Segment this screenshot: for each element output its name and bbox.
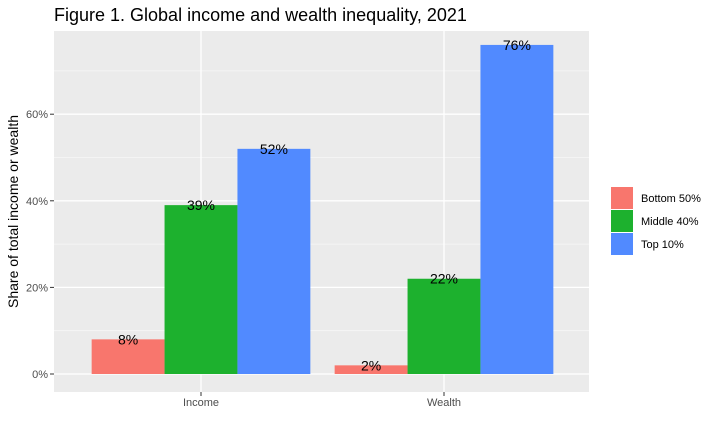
y-tick-label: 40% [26, 196, 48, 208]
data-label: 8% [118, 331, 138, 347]
data-label: 39% [187, 197, 215, 213]
bar-income-middle-40 [164, 205, 238, 374]
legend-label: Top 10% [641, 239, 684, 251]
y-axis: 0% 20% 40% 60% [26, 109, 54, 381]
data-label: 52% [260, 141, 288, 157]
x-tick-label: Income [183, 397, 219, 409]
legend-label: Bottom 50% [641, 193, 701, 205]
data-label: 76% [503, 37, 531, 53]
data-label: 2% [361, 357, 381, 373]
bar-wealth-bottom-50 [334, 365, 408, 374]
legend-label: Middle 40% [641, 216, 699, 228]
bar-wealth-middle-40 [407, 278, 481, 374]
data-labels: 8% 39% 52% 2% 22% 76% [118, 37, 531, 373]
y-tick-label: 20% [26, 282, 48, 294]
legend: Bottom 50% Middle 40% Top 10% [611, 187, 701, 255]
legend-key [611, 210, 633, 232]
x-axis: Income Wealth [183, 392, 461, 409]
y-axis-title: Share of total income or wealth [5, 115, 21, 308]
x-tick-label: Wealth [427, 397, 461, 409]
y-tick-label: 60% [26, 109, 48, 121]
bars [91, 44, 554, 375]
legend-key [611, 233, 633, 255]
chart-title: Figure 1. Global income and wealth inequ… [54, 5, 467, 25]
bar-wealth-top-10 [480, 44, 554, 375]
bar-income-top-10 [237, 148, 311, 374]
legend-key [611, 187, 633, 209]
y-tick-label: 0% [32, 369, 48, 381]
data-label: 22% [430, 271, 458, 287]
bar-income-bottom-50 [91, 339, 165, 374]
